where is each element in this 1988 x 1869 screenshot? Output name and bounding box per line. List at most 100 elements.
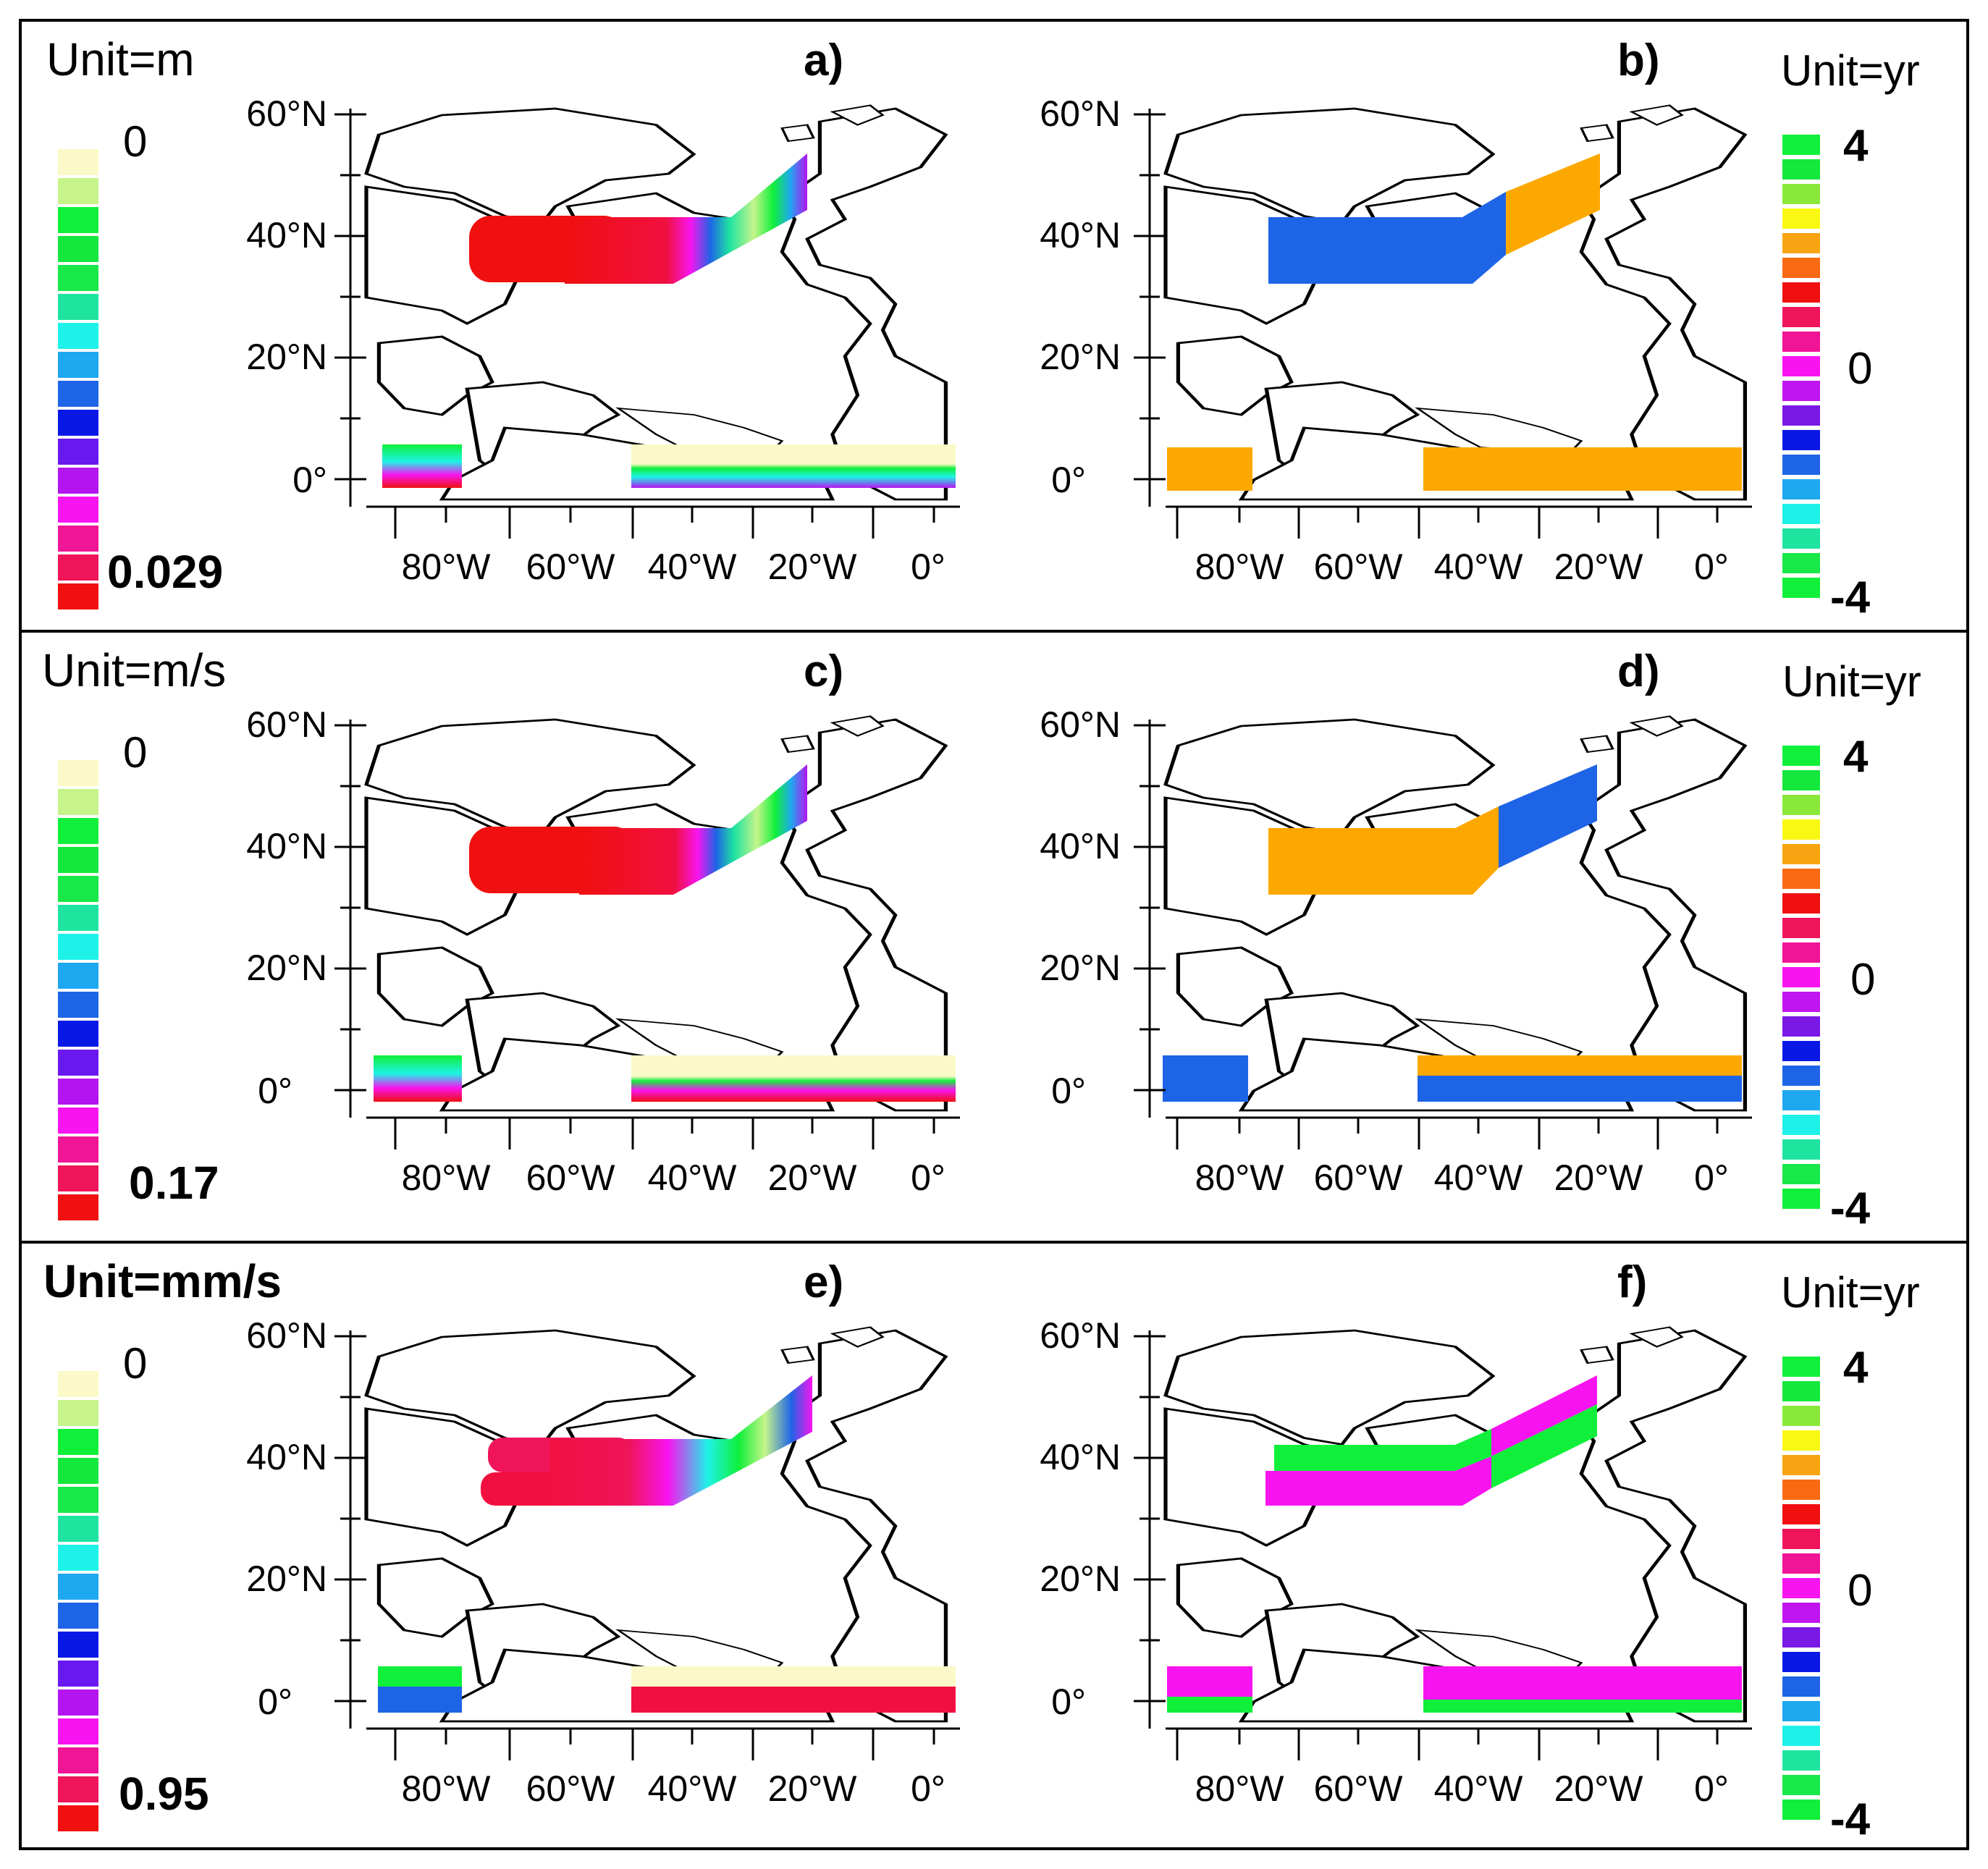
- colorbar-top-label: 0: [123, 117, 147, 166]
- map-panel-d: [1163, 717, 1745, 1111]
- colorbar-mid-label: 0: [1848, 344, 1872, 394]
- lat-tick-label: 0°: [1051, 1682, 1086, 1722]
- lon-labels-c: 80°W 60°W 40°W 20°W 0°: [402, 1157, 945, 1198]
- colorbar-top-label: 0: [123, 728, 147, 777]
- colorbar-mid-label: 0: [1850, 955, 1875, 1005]
- lat-tick-label: 0°: [258, 1682, 292, 1722]
- equatorial-atlantic-band: [1423, 447, 1742, 491]
- gulf-stream-band-north: [1274, 1429, 1491, 1471]
- colorbar-top-label: 0: [123, 1339, 147, 1388]
- lon-tick-label: 40°W: [1434, 547, 1524, 587]
- lon-tick-label: 60°W: [1314, 1768, 1404, 1809]
- colorbar-bottom-label: 0.029: [107, 546, 223, 598]
- lon-tick-label: 20°W: [768, 547, 858, 587]
- lat-labels-a: 60°N 40°N 20°N 0°: [246, 93, 327, 500]
- map-panel-f: [1166, 1328, 1745, 1722]
- lat-tick-label: 40°N: [1040, 215, 1121, 256]
- pacific-box: [382, 444, 462, 488]
- amplitude-colorbar: [58, 1371, 98, 1831]
- lat-tick-label: 60°N: [246, 1315, 327, 1356]
- gulf-stream-band-south: [1265, 1456, 1491, 1506]
- pacific-box-south: [378, 1687, 462, 1713]
- lat-labels-f: 60°N 40°N 20°N 0°: [1040, 1315, 1121, 1722]
- gulf-stream-band-west: [1268, 806, 1499, 895]
- panel-label: f): [1617, 1257, 1647, 1307]
- panel-label: d): [1617, 646, 1660, 696]
- equatorial-atlantic-band-south: [631, 1687, 956, 1713]
- lat-tick-label: 20°N: [1040, 948, 1121, 988]
- lat-tick-label: 20°N: [246, 948, 327, 988]
- lat-tick-label: 0°: [1051, 1071, 1086, 1111]
- panel-label: e): [804, 1257, 843, 1307]
- lon-tick-label: 80°W: [402, 1768, 492, 1809]
- pacific-box-south: [1167, 1697, 1252, 1713]
- lat-tick-label: 40°N: [246, 215, 327, 256]
- unit-label: Unit=m/s: [42, 644, 226, 696]
- lon-tick-label: 20°W: [1554, 1768, 1644, 1809]
- panel-label: c): [804, 646, 843, 696]
- gulf-stream-band: [550, 1375, 812, 1506]
- lon-tick-label: 60°W: [1314, 1157, 1404, 1198]
- lon-labels-b: 80°W 60°W 40°W 20°W 0°: [1195, 547, 1729, 587]
- lat-tick-label: 40°N: [246, 826, 327, 866]
- colorbar-bottom-label: 0.95: [119, 1768, 209, 1820]
- equatorial-atlantic-band: [631, 444, 956, 488]
- lon-tick-label: 40°W: [648, 1768, 738, 1809]
- unit-label: Unit=m: [46, 33, 195, 85]
- colorbar-bottom-label: -4: [1830, 573, 1871, 623]
- gulf-stream-band-west: [1268, 192, 1506, 284]
- lon-tick-label: 0°: [1694, 1157, 1729, 1198]
- pacific-box-north: [1167, 1666, 1252, 1697]
- lat-tick-label: 0°: [1051, 460, 1086, 500]
- lat-tick-label: 60°N: [1040, 93, 1121, 134]
- lag-colorbar: [1782, 135, 1820, 598]
- gulf-stream-band: [565, 153, 807, 284]
- lat-tick-label: 20°N: [246, 337, 327, 377]
- lon-tick-label: 0°: [911, 1768, 945, 1809]
- axes-c: [334, 720, 960, 1149]
- panel-label: a): [804, 35, 843, 85]
- row-2: Unit=m/s 0 0.17 c): [42, 644, 1921, 1233]
- lon-tick-label: 20°W: [1554, 547, 1644, 587]
- lon-tick-label: 60°W: [526, 547, 616, 587]
- lat-labels-e: 60°N 40°N 20°N 0°: [246, 1315, 327, 1722]
- lon-tick-label: 60°W: [1314, 547, 1404, 587]
- axes-d: [1134, 720, 1752, 1149]
- lon-tick-label: 40°W: [648, 547, 738, 587]
- row-1: Unit=m 0 0.029 a): [46, 33, 1920, 623]
- lat-tick-label: 20°N: [246, 1558, 327, 1599]
- row-3: Unit=mm/s 0 0.95 e): [43, 1255, 1920, 1844]
- lon-labels-d: 80°W 60°W 40°W 20°W 0°: [1195, 1157, 1729, 1198]
- lon-tick-label: 80°W: [1195, 547, 1285, 587]
- colorbar-mid-label: 0: [1848, 1566, 1872, 1616]
- colorbar-bottom-label: 0.17: [129, 1157, 219, 1209]
- unit-label: Unit=yr: [1782, 657, 1921, 706]
- lon-tick-label: 80°W: [1195, 1157, 1285, 1198]
- lon-tick-label: 0°: [911, 547, 945, 587]
- map-panel-c: [366, 717, 956, 1111]
- lon-labels-f: 80°W 60°W 40°W 20°W 0°: [1195, 1768, 1729, 1809]
- equatorial-atlantic-band-north: [631, 1666, 956, 1687]
- lon-tick-label: 40°W: [1434, 1768, 1524, 1809]
- amplitude-colorbar: [58, 760, 98, 1220]
- lon-tick-label: 20°W: [768, 1157, 858, 1198]
- lat-tick-label: 0°: [292, 460, 327, 500]
- lat-tick-label: 40°N: [1040, 826, 1121, 866]
- pacific-box: [374, 1055, 462, 1102]
- pacific-box: [1163, 1055, 1248, 1102]
- lon-tick-label: 20°W: [768, 1768, 858, 1809]
- lon-tick-label: 20°W: [1554, 1157, 1644, 1198]
- lat-labels-c: 60°N 40°N 20°N 0°: [246, 704, 327, 1111]
- lon-labels-e: 80°W 60°W 40°W 20°W 0°: [402, 1768, 945, 1809]
- lon-tick-label: 0°: [1694, 1768, 1729, 1809]
- lon-tick-label: 0°: [1694, 547, 1729, 587]
- lag-colorbar: [1782, 746, 1820, 1209]
- lon-tick-label: 60°W: [526, 1157, 616, 1198]
- map-panel-a: [366, 106, 956, 500]
- lon-tick-label: 0°: [911, 1157, 945, 1198]
- lon-tick-label: 80°W: [402, 547, 492, 587]
- pacific-box-north: [378, 1666, 462, 1687]
- equatorial-atlantic-band-north: [1418, 1055, 1742, 1076]
- colorbar-bottom-label: -4: [1830, 1794, 1871, 1844]
